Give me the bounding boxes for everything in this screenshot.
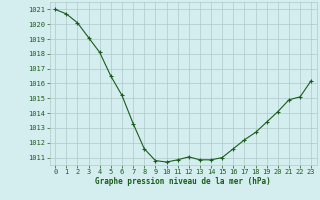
X-axis label: Graphe pression niveau de la mer (hPa): Graphe pression niveau de la mer (hPa) [95, 177, 271, 186]
